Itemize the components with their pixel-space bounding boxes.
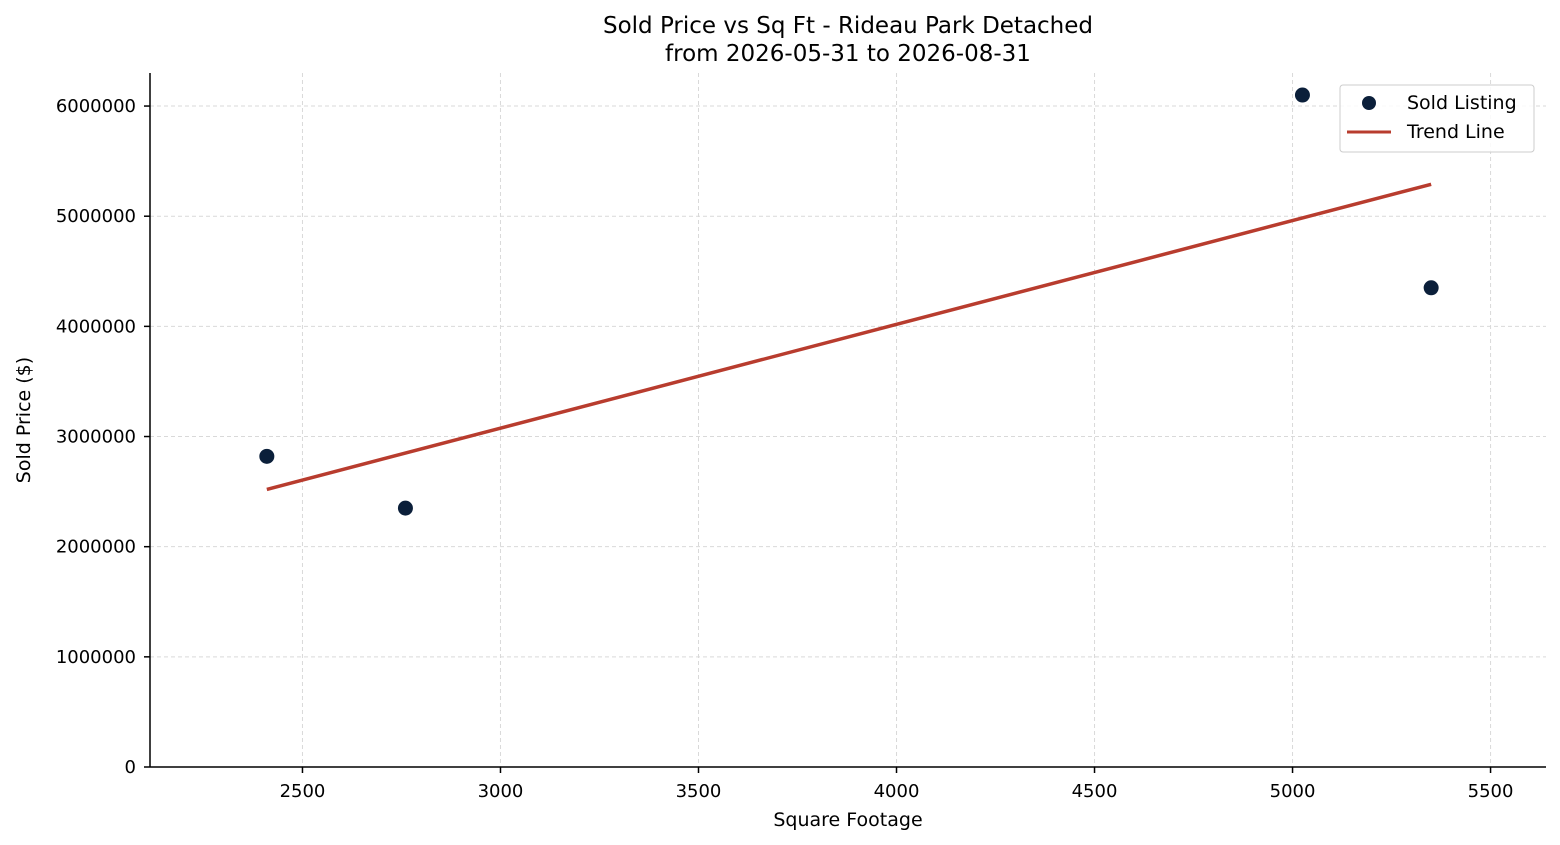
- sold-listing-point: [259, 448, 275, 464]
- y-tick-label: 0: [125, 757, 136, 778]
- x-tick-label: 2500: [280, 781, 326, 802]
- y-axis-ticks: 0 1000000 2000000 3000000 4000000 5000000 6000…: [56, 96, 150, 778]
- x-tick-label: 3000: [478, 781, 524, 802]
- legend: Sold Listing Trend Line: [1339, 84, 1535, 153]
- trend-line-layer: [266, 182, 1432, 492]
- y-tick-label: 2000000: [56, 537, 136, 558]
- sold-listing-point: [1423, 280, 1439, 296]
- x-tick-label: 4000: [874, 781, 920, 802]
- x-axis-ticks: 2500 3000 3500 4000 4500 5000 5500: [280, 767, 1514, 802]
- scatter-points: [259, 87, 1439, 516]
- sold-listing-point: [397, 500, 413, 516]
- x-axis-label: Square Footage: [773, 809, 922, 831]
- y-tick-label: 1000000: [56, 647, 136, 668]
- legend-sold-listing-label: Sold Listing: [1407, 92, 1517, 114]
- y-axis-label: Sold Price ($): [13, 357, 35, 483]
- y-tick-label: 5000000: [56, 206, 136, 227]
- grid: [150, 73, 1546, 767]
- sold-listing-point: [1294, 87, 1310, 103]
- y-tick-label: 6000000: [56, 96, 136, 117]
- legend-trend-line-label: Trend Line: [1406, 121, 1505, 143]
- x-tick-label: 5000: [1270, 781, 1316, 802]
- x-tick-label: 5500: [1468, 781, 1514, 802]
- chart-subtitle: from 2026-05-31 to 2026-08-31: [665, 41, 1031, 67]
- trend-line: [266, 182, 1432, 492]
- chart-title: Sold Price vs Sq Ft - Rideau Park Detach…: [603, 13, 1093, 39]
- x-tick-label: 3500: [676, 781, 722, 802]
- legend-sold-listing-marker: [1362, 96, 1376, 110]
- x-tick-label: 4500: [1072, 781, 1118, 802]
- y-tick-label: 4000000: [56, 316, 136, 337]
- legend-box: [1339, 84, 1535, 153]
- y-tick-label: 3000000: [56, 427, 136, 448]
